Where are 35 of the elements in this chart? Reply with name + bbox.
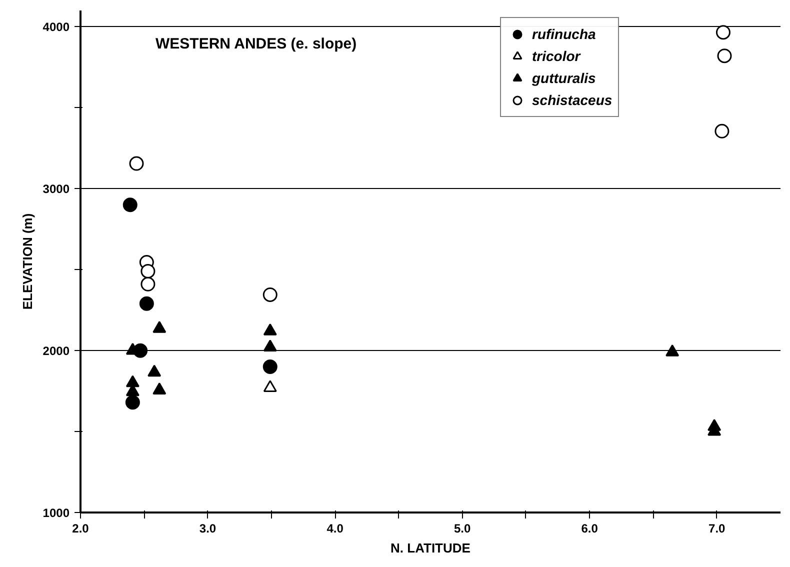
point xyxy=(262,360,278,374)
x-tick-label: 7.0 xyxy=(708,522,726,536)
annotation: WESTERN ANDES (e. slope) xyxy=(156,36,357,52)
x-tick-label: 5.0 xyxy=(454,522,471,536)
point xyxy=(717,48,732,64)
x-axis-title: N. LATITUDE xyxy=(390,540,471,556)
legend-label: schistaceus xyxy=(532,92,612,108)
point xyxy=(263,340,277,352)
point xyxy=(666,344,680,356)
point xyxy=(140,264,156,278)
point xyxy=(122,198,138,212)
point xyxy=(139,296,154,311)
point xyxy=(126,375,140,388)
point xyxy=(263,380,277,392)
y-tick-label: 1000 xyxy=(42,506,70,520)
point xyxy=(716,25,730,40)
point xyxy=(152,321,166,333)
x-tick-label: 3.0 xyxy=(199,522,216,536)
point xyxy=(263,323,277,336)
legend-label: gutturalis xyxy=(532,70,596,86)
legend-label: rufinucha xyxy=(532,26,596,42)
point xyxy=(262,287,278,302)
point xyxy=(129,156,144,171)
y-axis-title: ELEVATION (m) xyxy=(20,213,35,310)
x-tick-label: 2.0 xyxy=(72,522,90,536)
x-tick-label: 4.0 xyxy=(326,522,344,536)
point xyxy=(714,124,730,138)
point xyxy=(148,364,162,377)
point xyxy=(140,276,156,292)
x-tick-label: 6.0 xyxy=(581,522,598,536)
y-tick-label: 4000 xyxy=(42,20,70,34)
y-tick-label: 2000 xyxy=(42,344,70,358)
y-tick-label: 3000 xyxy=(42,182,70,196)
legend-label: tricolor xyxy=(532,48,580,64)
point xyxy=(152,382,166,394)
